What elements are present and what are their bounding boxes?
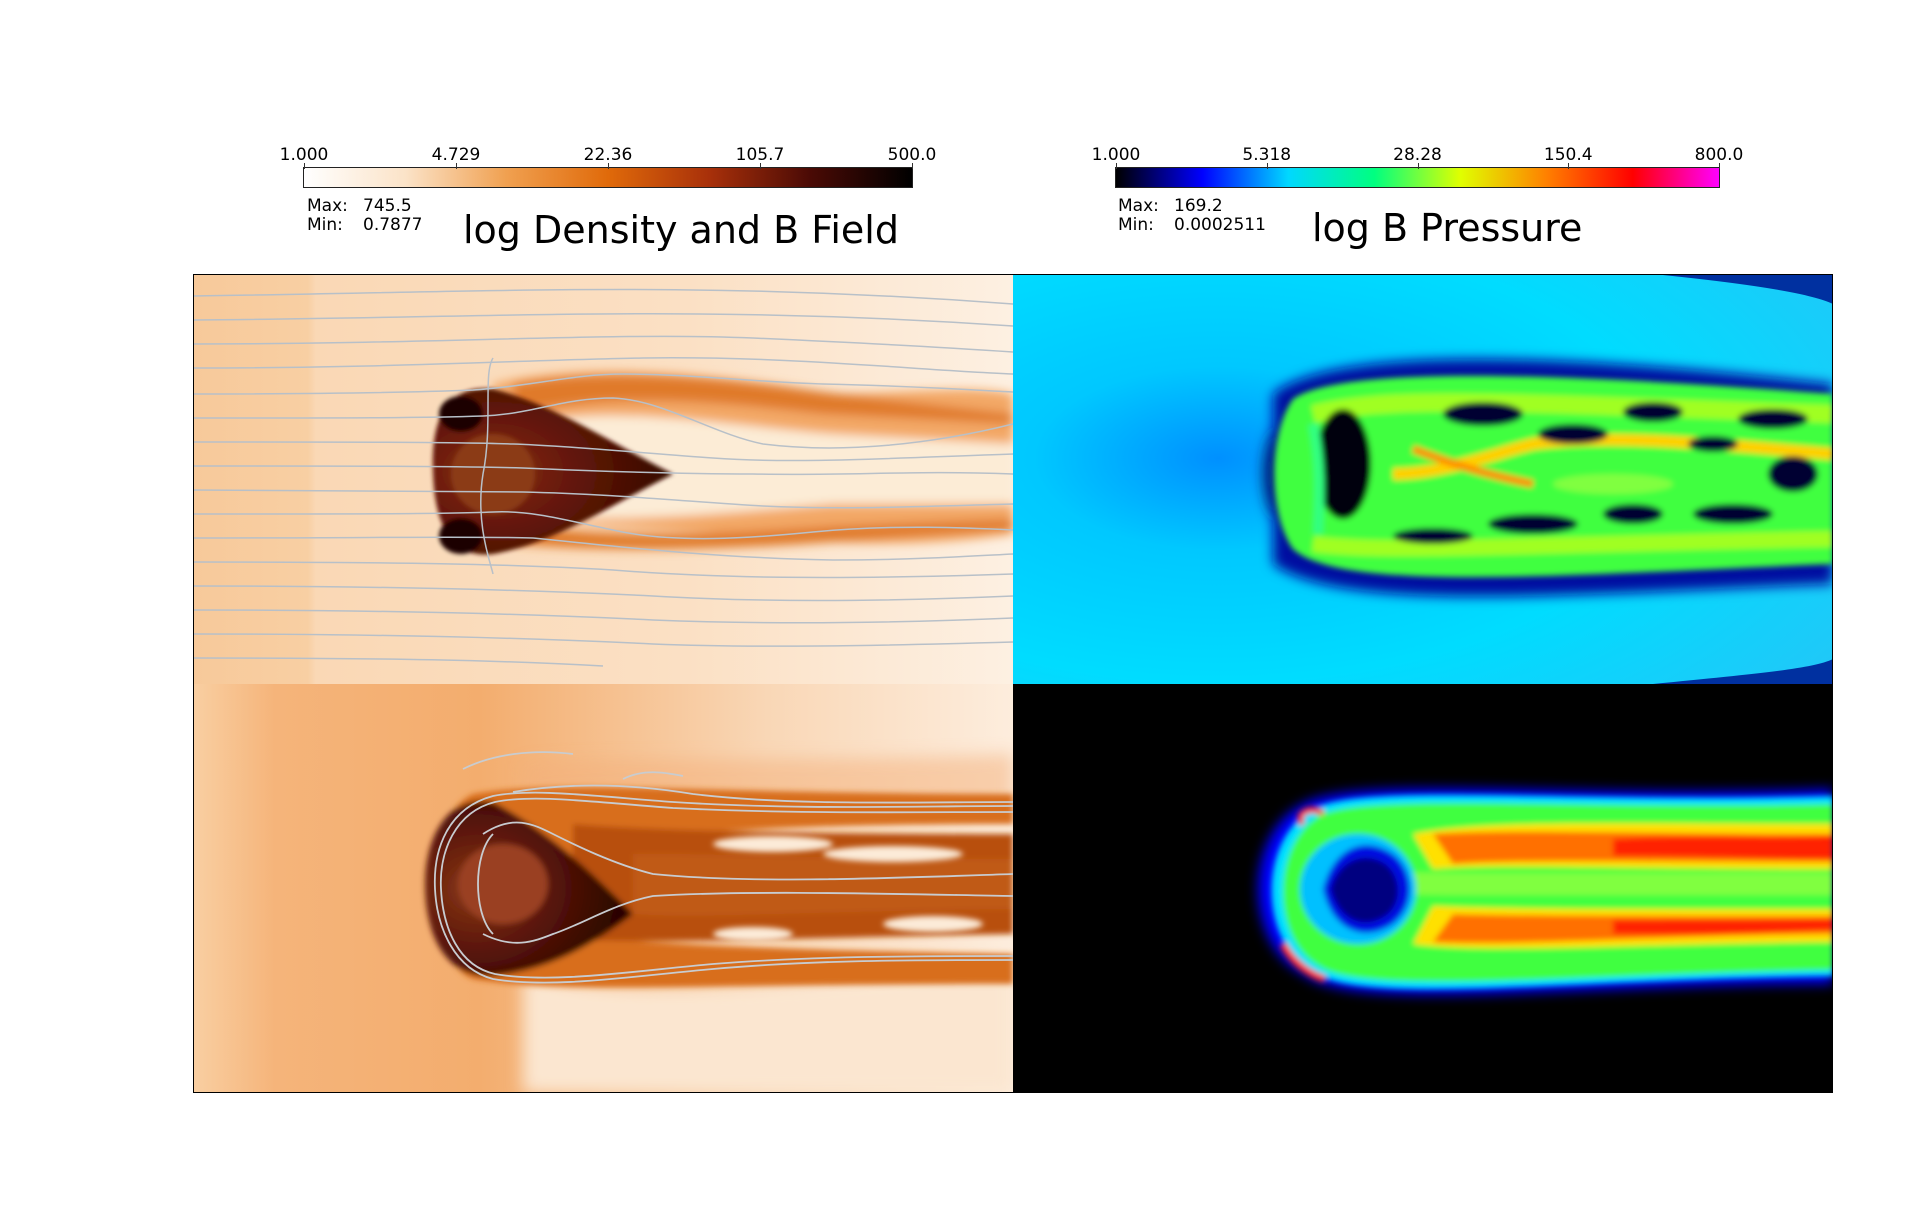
min-value: 0.0002511: [1174, 215, 1266, 235]
colorbar-tick-label: 1.000: [1091, 145, 1141, 165]
colorbar-tick-label: 150.4: [1543, 145, 1593, 165]
colorbar-tick-mark: [1116, 163, 1117, 169]
max-key: Max:: [307, 196, 348, 216]
density-colorbar: [303, 167, 913, 188]
max-value: 169.2: [1174, 196, 1223, 216]
colorbar-tick-label: 5.318: [1242, 145, 1292, 165]
colorbar-tick-mark: [760, 163, 761, 169]
pressure-panel-bottom: [1013, 684, 1833, 1093]
density-max-label: Max: 745.5: [307, 197, 412, 216]
colorbar-tick-mark: [1719, 163, 1720, 169]
colorbar-tick-mark: [456, 163, 457, 169]
max-key: Max:: [1118, 196, 1159, 216]
colorbar-tick-label: 28.28: [1393, 145, 1442, 165]
density-title: log Density and B Field: [463, 208, 899, 252]
colorbar-tick-label: 1.000: [279, 145, 329, 165]
pressure-panel-top: [1013, 274, 1833, 684]
colorbar-tick-mark: [608, 163, 609, 169]
pressure-min-label: Min: 0.0002511: [1118, 216, 1266, 235]
colorbar-tick-label: 800.0: [1694, 145, 1744, 165]
density-panel-bottom: [193, 684, 1013, 1093]
colorbar-tick-mark: [1266, 163, 1268, 169]
min-key: Min:: [1118, 215, 1154, 235]
colorbar-tick-mark: [912, 163, 913, 169]
colorbar-tick-mark: [1417, 163, 1419, 169]
pressure-colorbar: [1115, 167, 1720, 188]
min-value: 0.7877: [363, 215, 423, 235]
colorbar-tick-label: 500.0: [887, 145, 937, 165]
min-key: Min:: [307, 215, 343, 235]
max-value: 745.5: [363, 196, 412, 216]
density-panel-top: [193, 274, 1013, 684]
pressure-max-label: Max: 169.2: [1118, 197, 1223, 216]
colorbar-tick-label: 105.7: [735, 145, 785, 165]
colorbar-tick-mark: [1568, 163, 1570, 169]
pressure-title: log B Pressure: [1312, 206, 1583, 250]
colorbar-tick-label: 22.36: [583, 145, 633, 165]
colorbar-tick-label: 4.729: [431, 145, 481, 165]
colorbar-tick-mark: [304, 163, 305, 169]
density-min-label: Min: 0.7877: [307, 216, 422, 235]
